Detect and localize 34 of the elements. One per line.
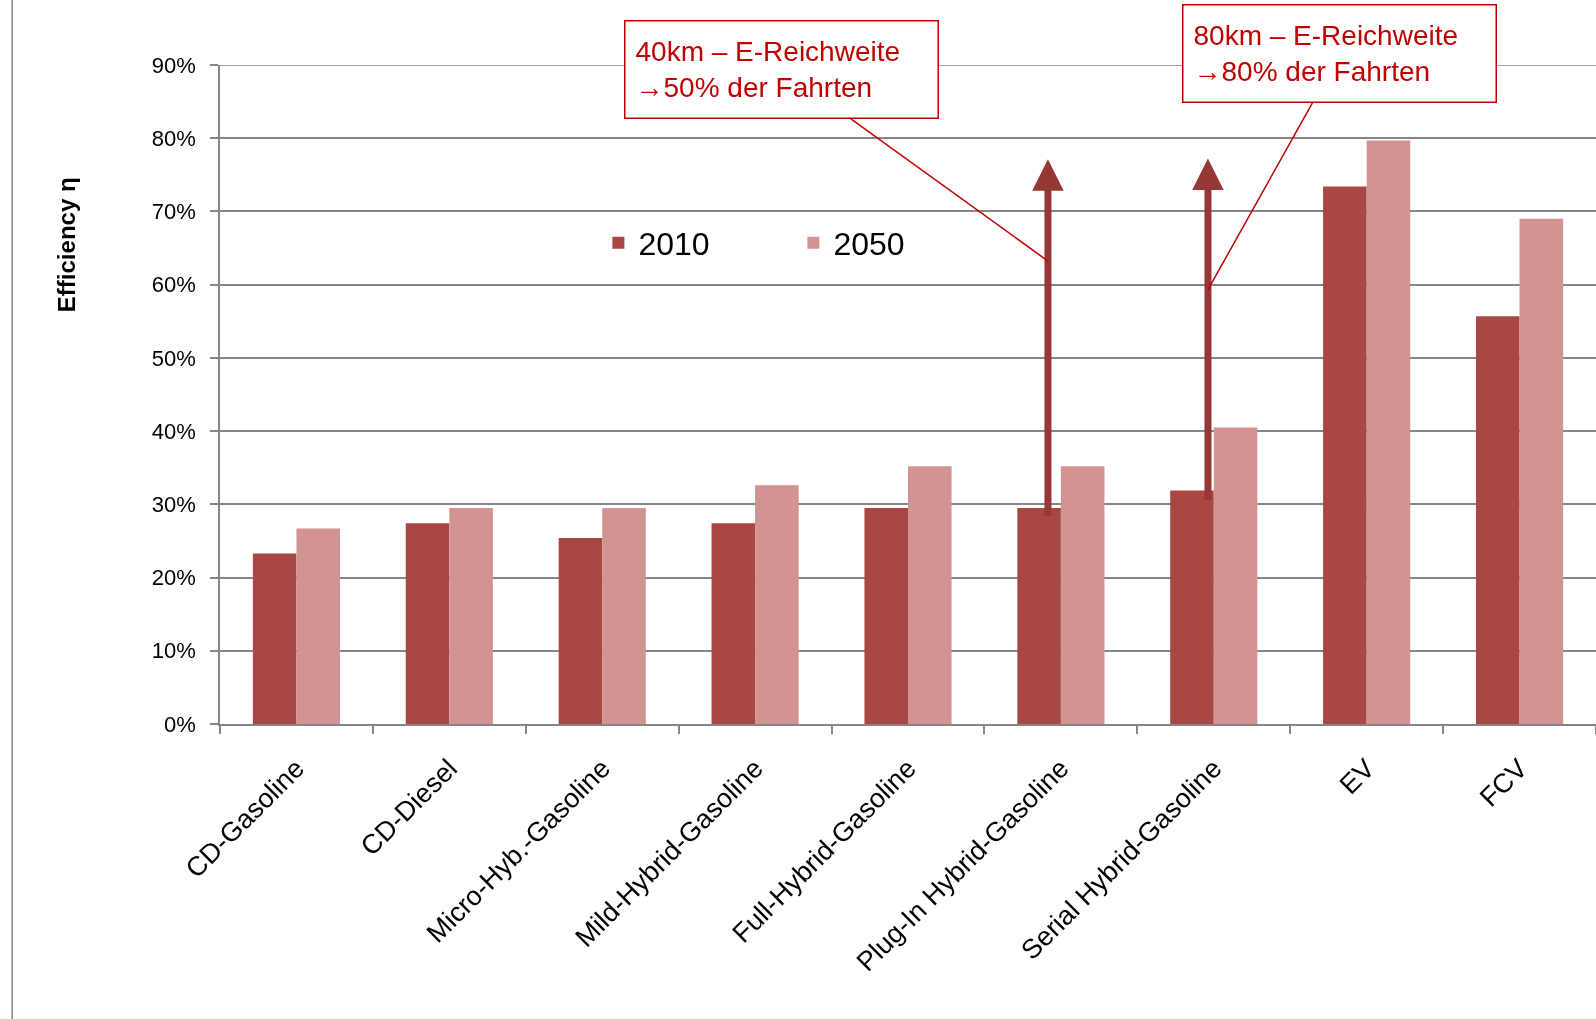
bar	[1475, 316, 1520, 724]
bar	[602, 507, 646, 724]
y-tick-label: 60%	[151, 272, 196, 298]
legend-label: 2010	[638, 226, 710, 263]
bar	[296, 528, 341, 724]
bar	[711, 523, 756, 724]
bar	[558, 538, 603, 724]
y-tick-label: 80%	[151, 125, 196, 151]
bar	[1017, 507, 1061, 724]
bar	[252, 553, 297, 724]
bar	[1519, 218, 1564, 724]
bar	[908, 466, 952, 724]
bar	[1170, 490, 1214, 724]
y-tick-label: 90%	[151, 52, 196, 78]
bar	[864, 507, 908, 724]
bar	[1323, 186, 1367, 724]
bar	[405, 523, 450, 724]
bar	[1060, 466, 1105, 724]
y-tick-label: 70%	[151, 199, 196, 225]
y-tick-label: 10%	[151, 638, 196, 664]
y-tick-label: 30%	[151, 492, 196, 518]
annotation: 80km – E-Reichweite →80% der Fahrten	[1193, 19, 1459, 88]
y-axis-title: Efficiency η	[52, 177, 80, 313]
y-tick-label: 0%	[164, 711, 196, 737]
x-tick-label: EV	[1333, 753, 1381, 800]
y-tick-label: 20%	[151, 565, 196, 591]
annotation: 40km – E-Reichweite →50% der Fahrten	[635, 35, 901, 104]
bar	[449, 507, 493, 724]
bar	[1366, 140, 1411, 724]
y-tick-label: 40%	[151, 418, 196, 444]
bar	[1213, 427, 1258, 724]
bar	[755, 485, 799, 724]
legend-label: 2050	[833, 226, 905, 263]
y-tick-label: 50%	[151, 345, 196, 371]
